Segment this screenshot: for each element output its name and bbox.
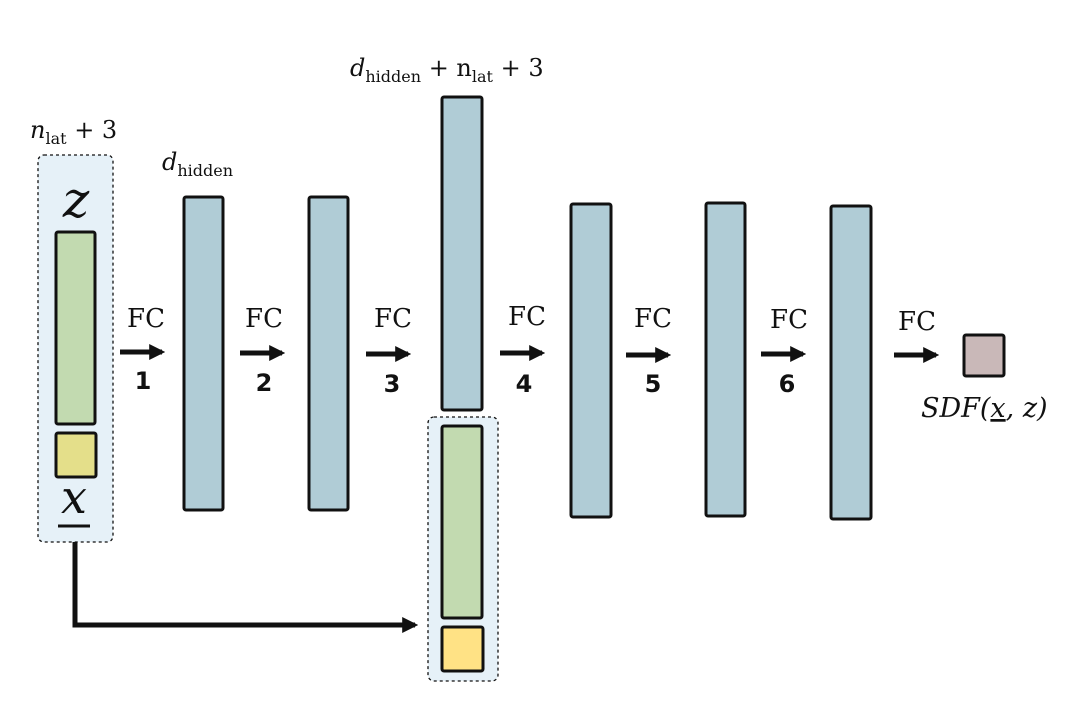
skip-size-rest: + 3 [493, 54, 544, 82]
hidden-size-label: dhidden [162, 148, 233, 180]
z-symbol: z [62, 171, 90, 229]
fc-step-number: 2 [256, 369, 273, 397]
fc-step-4: FC 4 [500, 302, 546, 398]
fc-step-2: FC 2 [240, 304, 286, 397]
fc-label: FC [374, 304, 412, 334]
skip-latent-block [440, 424, 484, 620]
fc-label: FC [770, 305, 808, 335]
fc-step-number: 5 [645, 370, 662, 398]
input-size-label: nlat + 3 [30, 116, 117, 148]
hidden-size-base: d [162, 148, 177, 176]
hidden-layer-3 [440, 95, 484, 412]
hidden-layer-2 [307, 195, 350, 512]
fc-step-number: 1 [135, 367, 152, 395]
fc-label: FC [127, 304, 165, 334]
output-x: x [990, 393, 1005, 424]
output-prefix: SDF( [921, 393, 992, 424]
fc-label: FC [634, 304, 672, 334]
hidden-size-sub: hidden [177, 161, 233, 180]
hidden-layer-5 [704, 201, 747, 518]
skip-input-group [427, 416, 499, 682]
fc-label: FC [508, 302, 546, 332]
skip-size-sub: hidden [365, 67, 421, 86]
output-suffix: , z) [1006, 393, 1048, 424]
skip-position-block [440, 625, 485, 673]
hidden-layer-6 [829, 204, 873, 521]
position-block [54, 431, 98, 479]
fc-step-5: FC 5 [626, 304, 672, 398]
hidden-layer-4 [569, 202, 613, 519]
fc-step-7: FC [894, 307, 940, 364]
output-block [962, 333, 1006, 378]
skip-size-mid: + n [421, 54, 472, 82]
output-label: SDF(x, z) [921, 393, 1048, 424]
input-group: z x [37, 154, 114, 543]
input-size-sub: lat [45, 129, 67, 148]
skip-size-sub2: lat [472, 67, 494, 86]
fc-label: FC [245, 304, 283, 334]
fc-step-number: 4 [516, 370, 533, 398]
fc-step-number: 3 [384, 370, 401, 398]
latent-code-block [54, 230, 97, 426]
fc-step-1: FC 1 [120, 304, 166, 395]
input-size-rest: + 3 [67, 116, 118, 144]
hidden-layer-1 [182, 195, 225, 512]
input-size-base: n [30, 116, 45, 144]
fc-label: FC [898, 307, 936, 337]
skip-connection-arrow [72, 542, 419, 634]
fc-step-number: 6 [779, 370, 796, 398]
fc-step-3: FC 3 [366, 304, 412, 398]
skip-size-base: d [350, 54, 365, 82]
fc-step-6: FC 6 [761, 305, 808, 398]
x-symbol: x [61, 470, 87, 524]
skip-size-label: dhidden + nlat + 3 [350, 54, 544, 86]
